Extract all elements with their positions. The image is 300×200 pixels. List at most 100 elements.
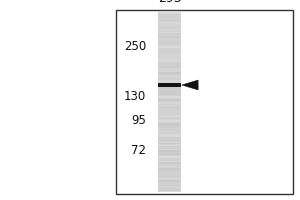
Bar bbox=[158, 124, 181, 126]
Bar bbox=[158, 121, 181, 123]
Bar bbox=[158, 87, 181, 88]
Bar bbox=[158, 142, 181, 144]
Text: 293: 293 bbox=[158, 0, 181, 5]
Bar bbox=[158, 72, 181, 74]
Text: 250: 250 bbox=[124, 40, 146, 52]
Bar bbox=[158, 157, 181, 159]
Bar bbox=[158, 31, 181, 33]
Bar bbox=[158, 172, 181, 174]
Bar bbox=[158, 100, 181, 102]
Bar bbox=[158, 105, 181, 107]
Bar bbox=[158, 154, 181, 156]
Bar bbox=[158, 55, 181, 57]
Bar bbox=[158, 160, 181, 162]
Bar bbox=[158, 103, 181, 105]
Bar bbox=[158, 43, 181, 45]
Bar bbox=[158, 189, 181, 190]
Bar bbox=[158, 114, 181, 116]
Bar bbox=[158, 49, 181, 51]
FancyBboxPatch shape bbox=[116, 10, 292, 194]
Bar bbox=[158, 133, 181, 135]
Bar bbox=[158, 109, 181, 111]
Bar bbox=[158, 150, 181, 152]
Bar bbox=[158, 135, 181, 137]
Text: 72: 72 bbox=[131, 144, 146, 156]
Bar bbox=[158, 84, 181, 86]
Bar bbox=[158, 163, 181, 165]
Bar bbox=[158, 171, 181, 172]
Bar bbox=[158, 28, 181, 30]
Bar bbox=[158, 145, 181, 147]
Bar bbox=[158, 54, 181, 56]
Bar bbox=[158, 169, 181, 171]
Bar bbox=[158, 130, 181, 132]
Bar bbox=[158, 78, 181, 80]
Bar bbox=[158, 106, 181, 108]
Bar bbox=[158, 57, 181, 59]
Bar bbox=[158, 83, 181, 87]
Bar bbox=[158, 153, 181, 154]
Bar bbox=[158, 60, 181, 62]
Bar bbox=[158, 42, 181, 44]
Bar bbox=[158, 15, 181, 17]
Bar bbox=[158, 39, 181, 41]
Bar bbox=[158, 177, 181, 179]
Bar bbox=[158, 91, 181, 93]
Bar bbox=[158, 96, 181, 98]
Bar bbox=[158, 132, 181, 134]
Bar bbox=[158, 90, 181, 92]
Bar bbox=[158, 162, 181, 164]
Text: 130: 130 bbox=[124, 90, 146, 102]
Bar bbox=[158, 118, 181, 120]
Bar bbox=[158, 75, 181, 77]
Bar bbox=[158, 129, 181, 131]
Bar bbox=[158, 30, 181, 32]
Bar bbox=[158, 18, 181, 20]
Bar bbox=[158, 181, 181, 183]
Bar bbox=[158, 51, 181, 52]
Bar bbox=[158, 112, 181, 114]
Bar bbox=[158, 69, 181, 71]
Bar bbox=[158, 159, 181, 160]
Bar bbox=[158, 148, 181, 150]
Polygon shape bbox=[182, 80, 198, 90]
Bar bbox=[158, 147, 181, 148]
Bar bbox=[158, 73, 181, 75]
Bar bbox=[158, 45, 181, 46]
Bar bbox=[158, 175, 181, 177]
Bar bbox=[158, 93, 181, 95]
Bar bbox=[158, 79, 181, 81]
Bar bbox=[158, 97, 181, 99]
Bar bbox=[158, 58, 181, 60]
Bar bbox=[158, 94, 181, 96]
Bar bbox=[158, 88, 181, 90]
Bar bbox=[158, 126, 181, 128]
Bar bbox=[158, 99, 181, 101]
Bar bbox=[158, 141, 181, 142]
Bar bbox=[158, 37, 181, 39]
Bar bbox=[158, 111, 181, 112]
Bar bbox=[158, 85, 181, 87]
Bar bbox=[158, 139, 181, 141]
Bar bbox=[158, 22, 181, 24]
Bar bbox=[158, 165, 181, 166]
Bar bbox=[158, 166, 181, 168]
Bar bbox=[158, 24, 181, 25]
Bar bbox=[158, 13, 181, 15]
Bar bbox=[158, 174, 181, 176]
Bar bbox=[158, 178, 181, 180]
Bar bbox=[158, 123, 181, 124]
Bar bbox=[158, 21, 181, 22]
Bar bbox=[158, 138, 181, 140]
Bar bbox=[158, 136, 181, 138]
Bar bbox=[158, 190, 181, 192]
Bar bbox=[158, 183, 181, 184]
Bar bbox=[158, 168, 181, 170]
Bar bbox=[158, 25, 181, 27]
Bar bbox=[158, 180, 181, 182]
Bar bbox=[158, 82, 181, 84]
Bar bbox=[158, 16, 181, 18]
Bar bbox=[158, 61, 181, 63]
Bar bbox=[158, 48, 181, 49]
Bar bbox=[158, 156, 181, 158]
